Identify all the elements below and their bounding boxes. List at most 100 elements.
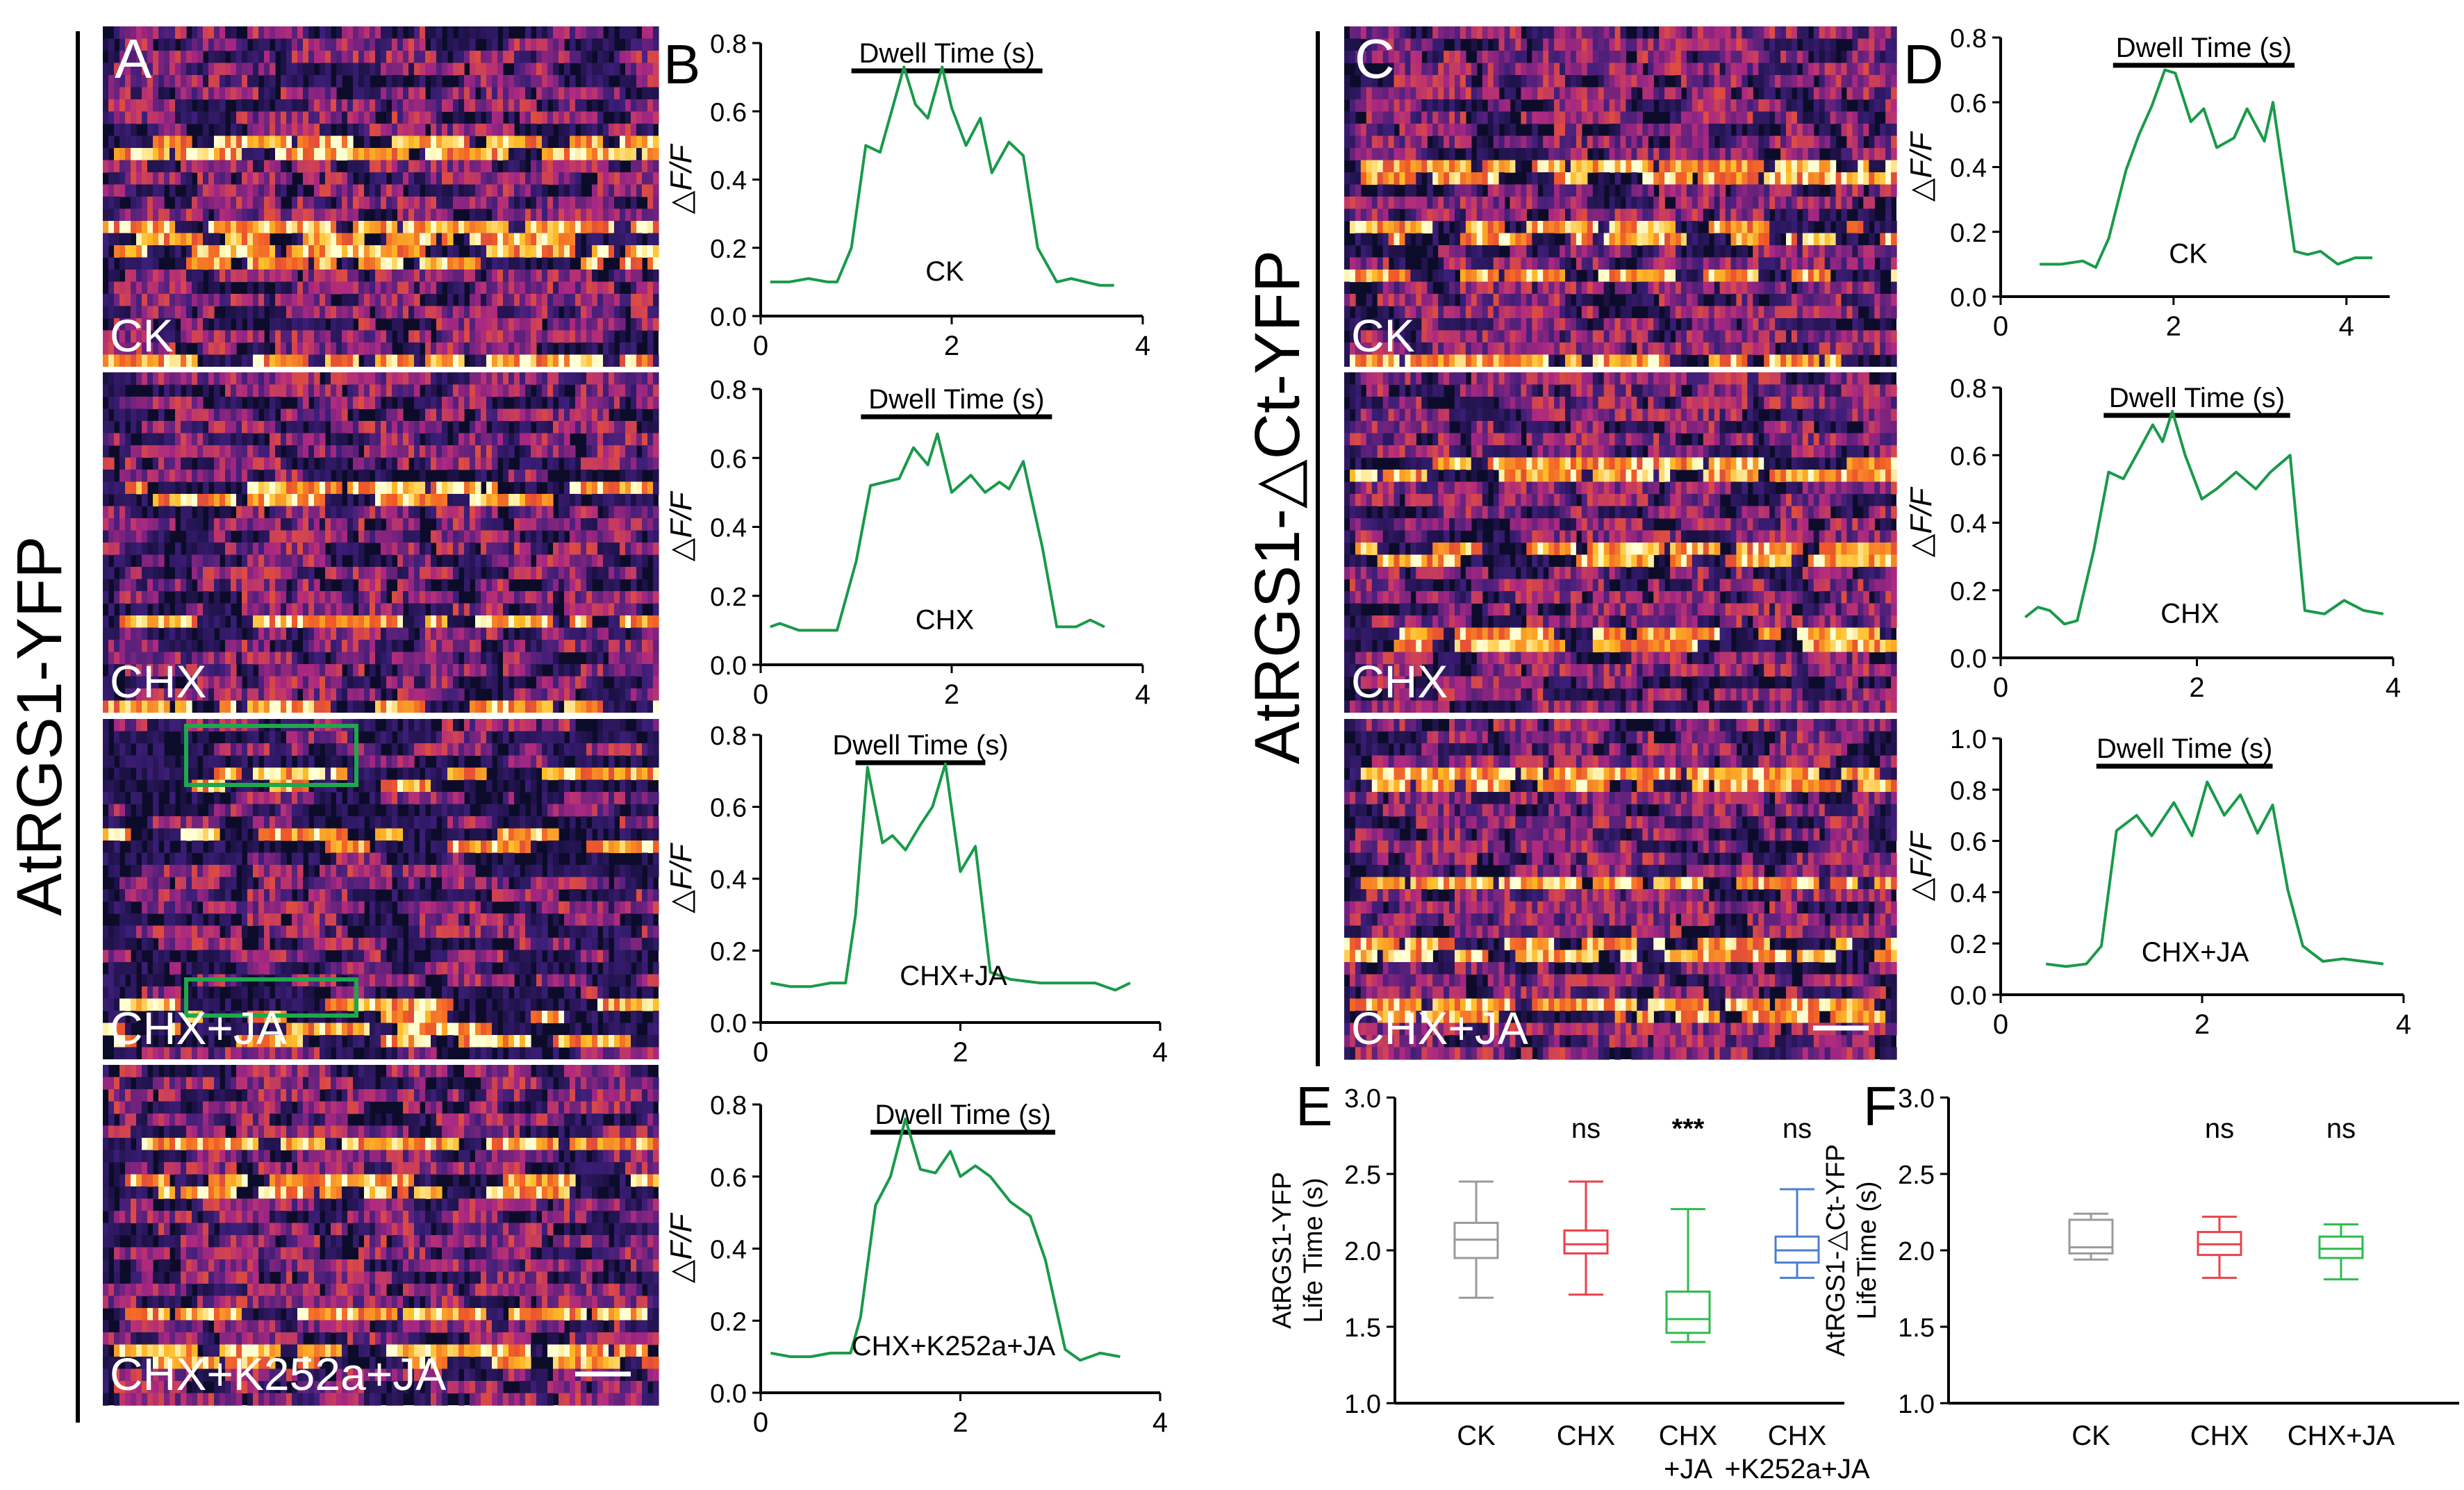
y-tick-label: 0.6 xyxy=(1950,89,1987,118)
y-tick-label: 1.0 xyxy=(1898,1390,1935,1419)
x-tick-label: 4 xyxy=(2396,1009,2411,1040)
y-tick-label: 0.0 xyxy=(1950,283,1987,313)
category-label: CK xyxy=(2072,1421,2110,1451)
panel-letter-b: B xyxy=(663,33,700,95)
dwell-time-title: Dwell Time (s) xyxy=(2109,383,2285,413)
panel-letter-a: A xyxy=(115,28,152,90)
y-tick-label: 0.2 xyxy=(1950,577,1987,606)
y-axis-label: AtRGS1-YFP xyxy=(1268,1172,1297,1329)
x-tick-label: 0 xyxy=(1993,1009,2008,1040)
dwell-time-title: Dwell Time (s) xyxy=(859,38,1034,69)
y-tick-label: 0.6 xyxy=(710,445,747,474)
right-group-label: AtRGS1-△Ct-YFP xyxy=(1242,250,1313,764)
y-tick-label: 0.2 xyxy=(710,1307,747,1336)
x-tick-label: 2 xyxy=(2189,672,2204,703)
category-label: CHX xyxy=(1768,1421,1826,1451)
kymograph-label: CHX+JA xyxy=(110,1002,287,1054)
x-tick-label: 4 xyxy=(1152,1407,1168,1438)
x-tick-label: 2 xyxy=(952,1037,968,1068)
category-label: CHX xyxy=(1557,1421,1615,1451)
y-tick-label: 0.6 xyxy=(1950,828,1987,857)
category-label: CHX xyxy=(1659,1421,1717,1451)
category-label: CHX xyxy=(2190,1421,2249,1451)
x-tick-label: 0 xyxy=(1993,672,2008,703)
kymograph-label: CK xyxy=(110,310,174,361)
y-tick-label: 0.0 xyxy=(710,303,747,332)
dwell-time-title: Dwell Time (s) xyxy=(2116,33,2292,63)
condition-annotation: CK xyxy=(2169,239,2208,270)
y-tick-label: 0.0 xyxy=(710,1380,747,1409)
condition-annotation: CHX+K252a+JA xyxy=(852,1331,1056,1361)
dwell-time-title: Dwell Time (s) xyxy=(875,1100,1050,1130)
x-tick-label: 4 xyxy=(1152,1037,1168,1068)
panel-letter-f: F xyxy=(1863,1075,1897,1137)
y-axis-label: △F/F xyxy=(664,490,698,561)
iqr-box xyxy=(2069,1220,2112,1253)
y-tick-label: 2.0 xyxy=(1898,1237,1935,1266)
y-tick-label: 2.5 xyxy=(1344,1161,1381,1190)
kymograph-label: CHX+K252a+JA xyxy=(110,1348,446,1400)
y-axis-label: △F/F xyxy=(664,143,698,214)
kymograph-c-3: CHX+JA xyxy=(1344,719,1897,1060)
kymograph-label: CHX xyxy=(110,656,206,707)
y-axis-label: △F/F xyxy=(1904,486,1938,557)
y-tick-label: 0.6 xyxy=(1950,442,1987,471)
y-axis-label: LifeTime (s) xyxy=(1853,1181,1882,1319)
y-tick-label: 1.0 xyxy=(1344,1390,1381,1419)
y-tick-label: 0.4 xyxy=(710,866,747,895)
box-1: CK xyxy=(1455,1182,1498,1451)
category-label: +JA xyxy=(1664,1454,1712,1484)
x-tick-label: 4 xyxy=(2339,311,2354,342)
x-tick-label: 0 xyxy=(753,1407,768,1438)
y-tick-label: 0.2 xyxy=(1950,930,1987,959)
category-label: CHX+JA xyxy=(2288,1421,2395,1451)
y-tick-label: 0.6 xyxy=(710,794,747,823)
condition-annotation: CK xyxy=(925,256,964,287)
dwell-time-title: Dwell Time (s) xyxy=(832,730,1008,761)
y-tick-label: 0.0 xyxy=(710,1009,747,1038)
left-group-label: AtRGS1-YFP xyxy=(4,536,75,916)
x-tick-label: 0 xyxy=(1993,311,2008,342)
x-tick-label: 4 xyxy=(2386,672,2401,703)
y-tick-label: 1.5 xyxy=(1344,1314,1381,1343)
trace-line xyxy=(770,434,1105,631)
y-axis-label: Life Time (s) xyxy=(1299,1177,1328,1323)
y-tick-label: 0.0 xyxy=(1950,645,1987,674)
x-tick-label: 2 xyxy=(944,679,959,710)
x-tick-label: 0 xyxy=(753,1037,768,1068)
y-tick-label: 0.4 xyxy=(710,514,747,543)
y-tick-label: 1.0 xyxy=(1950,725,1987,754)
y-tick-label: 1.5 xyxy=(1898,1314,1935,1343)
y-tick-label: 0.2 xyxy=(1950,219,1987,248)
significance-label: ns xyxy=(1783,1114,1812,1144)
y-tick-label: 3.0 xyxy=(1344,1084,1381,1114)
condition-annotation: CHX+JA xyxy=(2142,937,2249,968)
kymograph-a-2: CHX xyxy=(103,372,659,718)
box-1: CK xyxy=(2069,1214,2112,1451)
x-tick-label: 0 xyxy=(753,331,768,361)
y-tick-label: 0.4 xyxy=(1950,510,1987,539)
trace-line xyxy=(770,763,1130,990)
y-tick-label: 0.8 xyxy=(710,376,747,405)
x-tick-label: 2 xyxy=(2194,1009,2210,1040)
x-tick-label: 2 xyxy=(952,1407,968,1438)
panel-letter-c: C xyxy=(1355,28,1395,90)
y-tick-label: 0.8 xyxy=(710,1091,747,1120)
y-tick-label: 0.6 xyxy=(710,1164,747,1193)
y-axis-label: AtRGS1-△Ct-YFP xyxy=(1821,1144,1851,1357)
y-axis-label: △F/F xyxy=(664,1212,698,1283)
y-tick-label: 0.8 xyxy=(1950,374,1987,404)
y-tick-label: 0.4 xyxy=(710,1236,747,1265)
significance-label: *** xyxy=(1672,1114,1705,1144)
y-tick-label: 3.0 xyxy=(1898,1084,1935,1114)
box-3: *** CHX+JA xyxy=(1659,1114,1717,1484)
y-tick-label: 0.6 xyxy=(710,98,747,127)
iqr-box xyxy=(1667,1291,1710,1332)
kymograph-label: CHX+JA xyxy=(1351,1002,1528,1054)
